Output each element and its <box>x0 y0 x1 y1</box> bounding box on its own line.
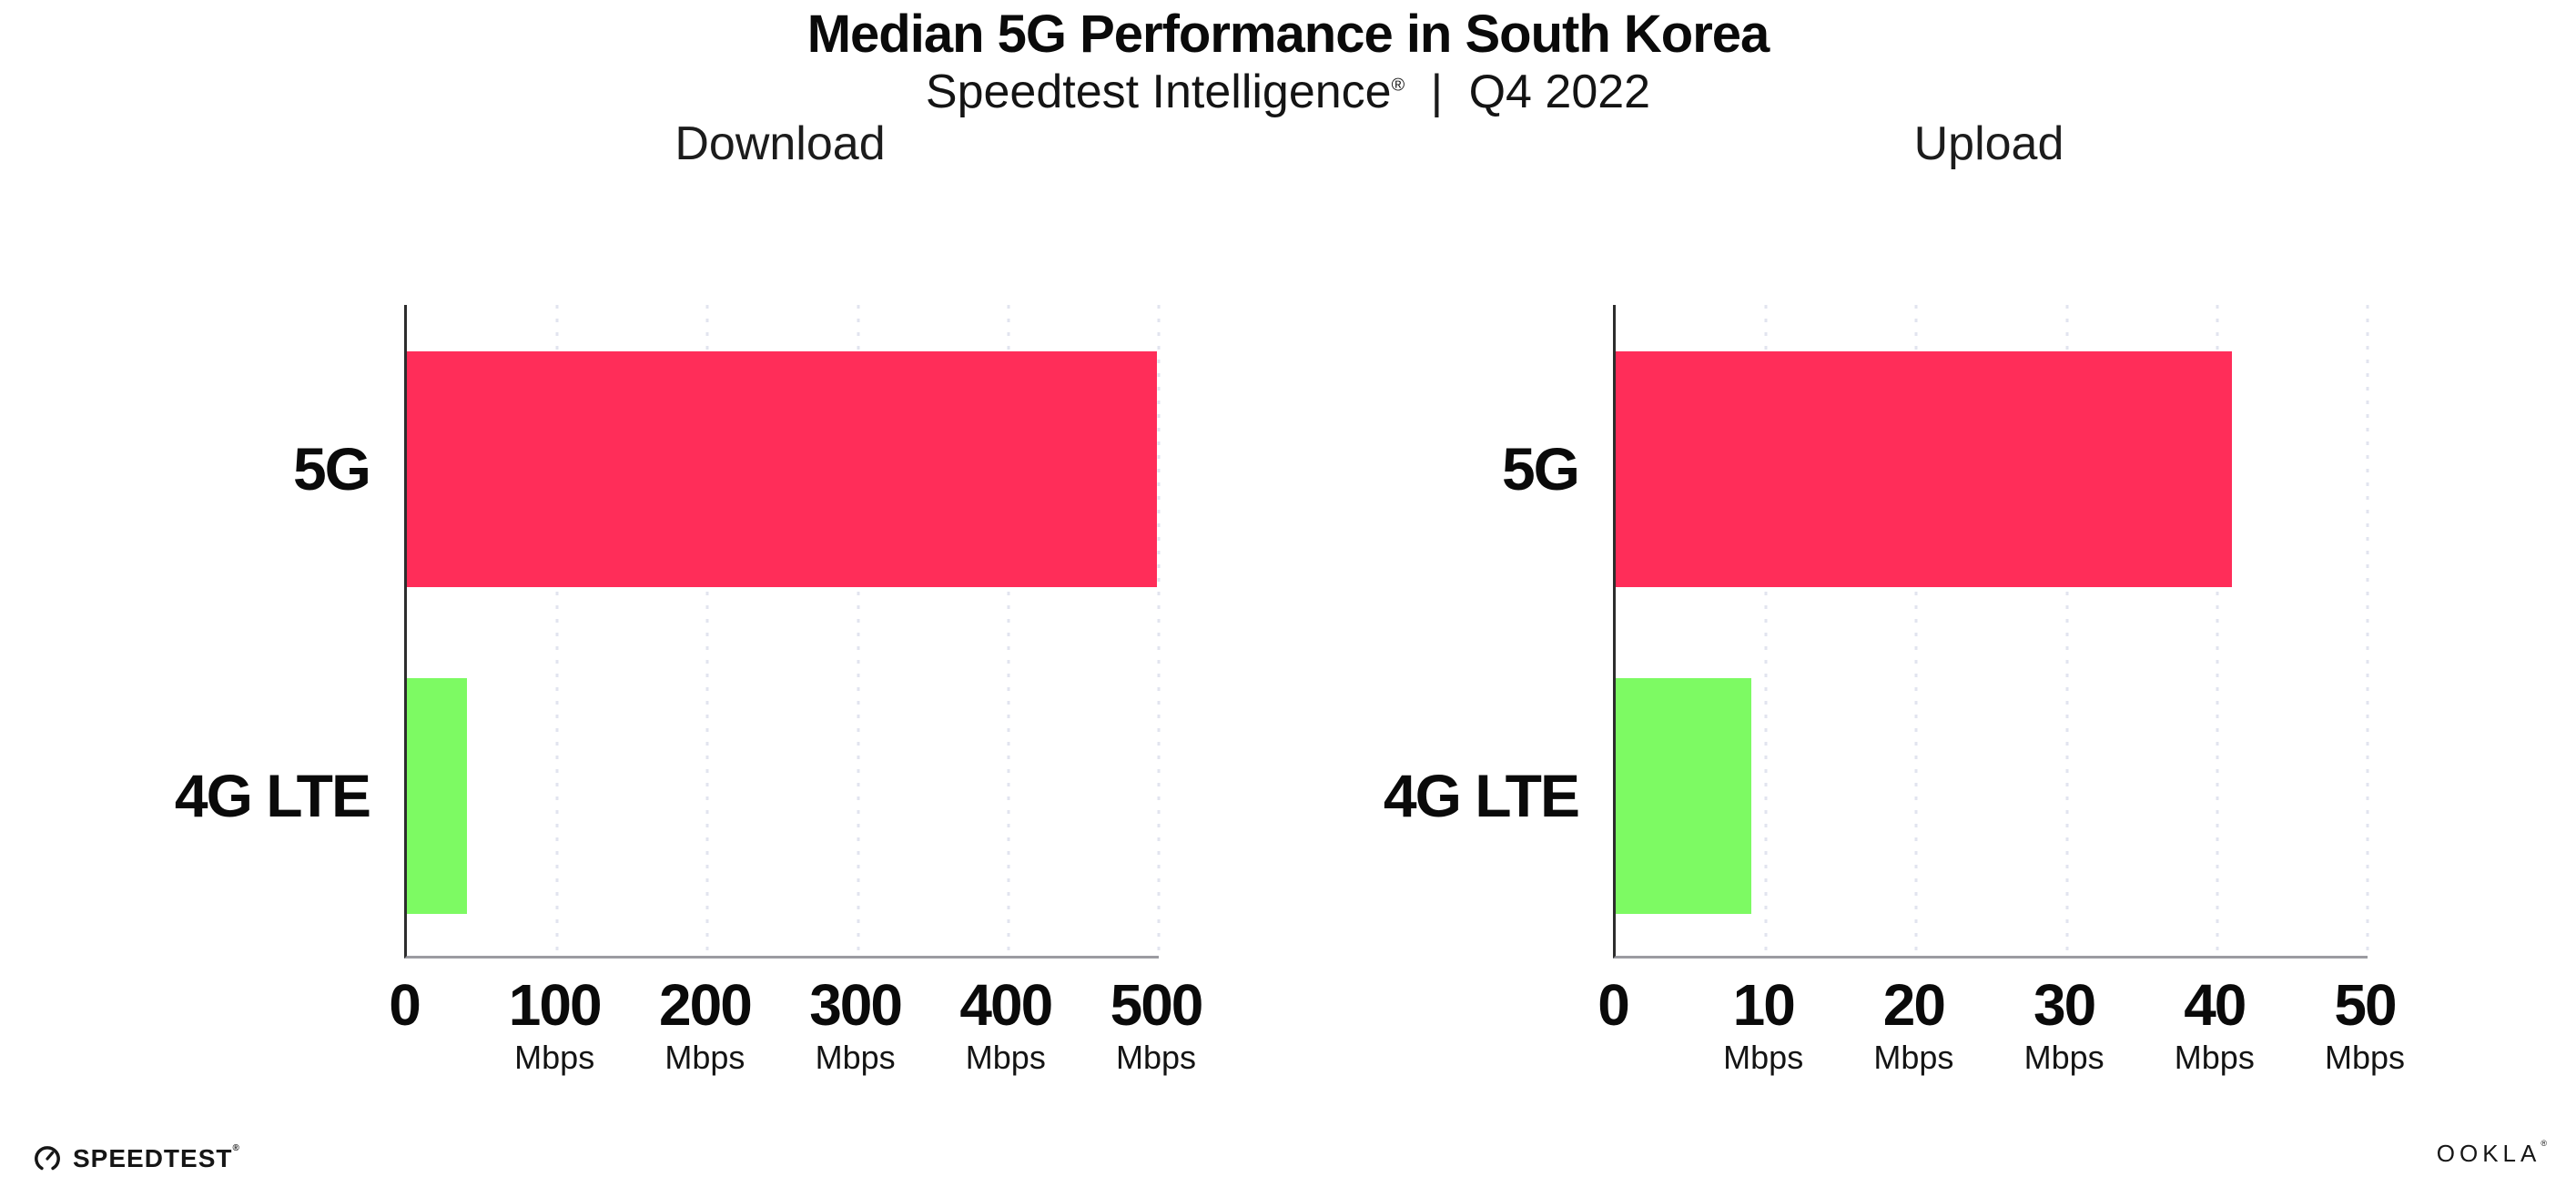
y-axis-labels-upload: 5G 4G LTE <box>1305 305 1580 956</box>
x-tick-value: 500 <box>1110 972 1204 1038</box>
x-tick-unit: Mbps <box>2324 1039 2406 1076</box>
bar-5g-download <box>407 350 1158 587</box>
x-tick-unit: Mbps <box>2174 1039 2255 1076</box>
x-tick-400: 400 Mbps <box>959 972 1053 1076</box>
x-tick-unit: Mbps <box>1115 1039 1197 1076</box>
bar-5g-upload <box>1616 350 2233 587</box>
gridline-100 <box>555 305 559 956</box>
x-axis-ticks-download: 0 100 Mbps 200 Mbps 300 Mbps 400 Mbps 500 Mbps <box>389 972 1203 1094</box>
chart-title-download: Download <box>674 117 886 170</box>
subtitle-period: Q4 2022 <box>1468 65 1651 118</box>
category-label-5g: 5G <box>292 435 371 503</box>
x-tick-200: 200 Mbps <box>659 972 753 1076</box>
gridline-30 <box>2065 305 2069 956</box>
header: Median 5G Performance in South Korea Spe… <box>0 5 2576 118</box>
x-tick-unit: Mbps <box>514 1039 595 1076</box>
ookla-wordmark: OOKLA® <box>2436 1139 2547 1168</box>
x-tick-500: 500 Mbps <box>1110 972 1204 1076</box>
bar-4g-lte-download <box>407 677 468 914</box>
x-tick-30: 30 Mbps <box>2024 976 2104 1074</box>
x-tick-50: 50 Mbps <box>2325 976 2405 1074</box>
gridline-400 <box>1007 305 1010 956</box>
x-tick-unit: Mbps <box>664 1039 745 1076</box>
x-tick-value: 400 <box>959 972 1053 1038</box>
page-subtitle: Speedtest Intelligence® | Q4 2022 <box>0 66 2576 118</box>
x-tick-value: 40 <box>2184 972 2246 1038</box>
speedtest-gauge-icon <box>35 1146 60 1171</box>
x-tick-unit <box>389 1041 420 1074</box>
x-tick-unit: Mbps <box>965 1039 1046 1076</box>
plot-area-upload <box>1613 305 2369 959</box>
category-label-5g: 5G <box>1501 435 1580 503</box>
x-tick-value: 30 <box>2033 972 2096 1038</box>
x-tick-100: 100 Mbps <box>508 972 603 1076</box>
speedtest-logo: SPEEDTEST® <box>33 1131 240 1186</box>
subtitle-brand: Speedtest Intelligence <box>925 65 1392 118</box>
ookla-logo: OOKLA® <box>2437 1140 2547 1168</box>
gridline-300 <box>857 305 860 956</box>
page-title: Median 5G Performance in South Korea <box>806 5 1770 64</box>
gridline-10 <box>1764 305 1768 956</box>
x-tick-10: 10 Mbps <box>1723 976 1803 1074</box>
registered-mark-icon: ® <box>1391 75 1405 96</box>
category-label-4g-lte: 4G LTE <box>174 762 371 830</box>
x-axis-ticks-upload: 0 10 Mbps 20 Mbps 30 Mbps 40 Mbps 50 Mbps <box>1597 976 2405 1094</box>
x-tick-value: 50 <box>2334 972 2397 1038</box>
x-tick-value: 200 <box>659 972 753 1038</box>
x-tick-unit <box>1597 1041 1628 1074</box>
gridline-200 <box>705 305 709 956</box>
x-tick-value: 0 <box>1597 972 1630 1038</box>
x-tick-0: 0 <box>389 972 421 1074</box>
registered-mark-icon: ® <box>2541 1139 2547 1148</box>
chart-title-upload: Upload <box>1913 117 2064 170</box>
x-tick-40: 40 Mbps <box>2175 976 2255 1074</box>
bar-4g-lte-upload <box>1616 677 1751 914</box>
gridline-20 <box>1914 305 1918 956</box>
x-tick-unit: Mbps <box>2023 1039 2104 1076</box>
category-label-4g-lte: 4G LTE <box>1383 762 1580 830</box>
plot-area-download <box>404 305 1161 959</box>
x-tick-unit: Mbps <box>1873 1039 1954 1076</box>
x-tick-value: 100 <box>508 972 603 1038</box>
x-tick-value: 300 <box>809 972 903 1038</box>
y-axis-labels-download: 5G 4G LTE <box>96 305 371 956</box>
x-tick-unit: Mbps <box>815 1039 896 1076</box>
x-tick-20: 20 Mbps <box>1873 976 1953 1074</box>
gridline-50 <box>2366 305 2369 956</box>
x-tick-300: 300 Mbps <box>809 972 903 1076</box>
x-tick-value: 0 <box>389 972 421 1038</box>
x-tick-0: 0 <box>1597 972 1630 1074</box>
x-tick-value: 10 <box>1732 972 1796 1038</box>
gridline-40 <box>2216 305 2219 956</box>
registered-mark-icon: ® <box>232 1143 240 1153</box>
gridline-500 <box>1157 305 1161 956</box>
speedtest-wordmark: SPEEDTEST® <box>73 1143 240 1173</box>
subtitle-separator: | <box>1430 65 1444 118</box>
x-tick-value: 20 <box>1882 972 1946 1038</box>
x-tick-unit: Mbps <box>1723 1039 1804 1076</box>
